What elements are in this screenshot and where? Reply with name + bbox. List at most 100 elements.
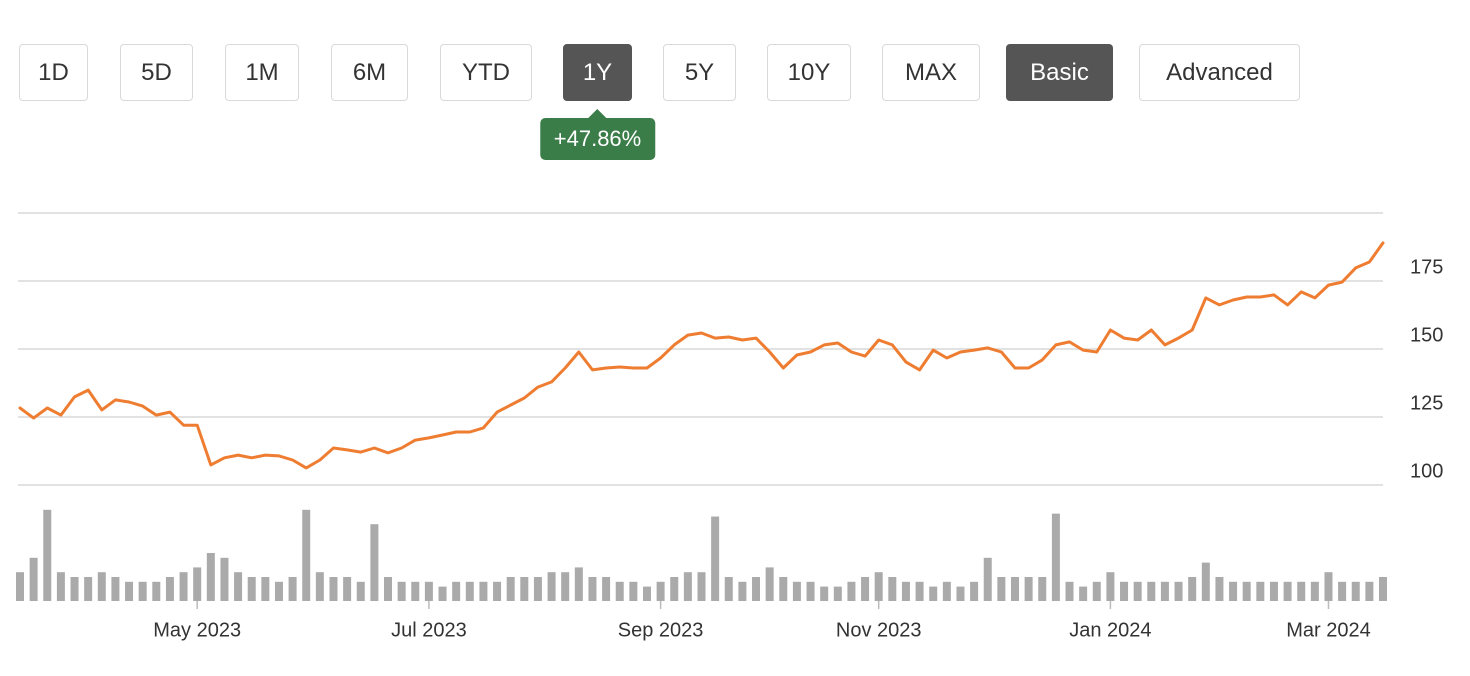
- volume-bar: [1338, 581, 1347, 601]
- volume-bar: [43, 509, 52, 601]
- volume-bar: [520, 577, 529, 601]
- volume-bar: [956, 586, 965, 601]
- volume-bar: [1174, 581, 1183, 601]
- volume-bar: [16, 572, 24, 601]
- volume-bar: [138, 581, 147, 601]
- volume-bar: [247, 577, 256, 601]
- volume-bar: [165, 577, 174, 601]
- volume-bar: [1297, 581, 1306, 601]
- volume-bar: [1324, 572, 1333, 601]
- volume-bar: [1010, 577, 1019, 601]
- volume-bar: [288, 577, 297, 601]
- volume-bar: [302, 509, 311, 601]
- volume-bar: [56, 572, 65, 601]
- volume-bar: [424, 581, 433, 601]
- volume-bar: [861, 577, 870, 601]
- volume-bar: [1079, 586, 1088, 601]
- volume-bar: [452, 581, 461, 601]
- volume-bar: [656, 581, 665, 601]
- volume-bar: [711, 516, 720, 601]
- volume-bar: [929, 586, 938, 601]
- volume-bar: [1065, 581, 1074, 601]
- volume-bar: [533, 577, 542, 601]
- volume-bar: [547, 572, 556, 601]
- volume-bar: [574, 567, 583, 601]
- y-tick-label: 150: [1410, 324, 1443, 346]
- volume-bar: [765, 567, 774, 601]
- volume-bar: [1160, 581, 1169, 601]
- volume-bar: [1201, 562, 1210, 601]
- volume-bar: [1229, 581, 1238, 601]
- range-button[interactable]: 1Y: [563, 44, 632, 101]
- volume-bar: [970, 581, 979, 601]
- volume-bar: [1120, 581, 1129, 601]
- x-tick-label: Jan 2024: [1069, 619, 1151, 641]
- volume-bar: [1038, 577, 1047, 601]
- volume-bar: [1283, 581, 1292, 601]
- volume-bar: [683, 572, 692, 601]
- volume-bar: [1147, 581, 1156, 601]
- volume-bar: [1106, 572, 1115, 601]
- volume-bar: [315, 572, 324, 601]
- x-tick-label: Mar 2024: [1286, 619, 1371, 641]
- volume-bar: [493, 581, 502, 601]
- volume-bar: [724, 577, 733, 601]
- volume-bar: [411, 581, 420, 601]
- volume-bar: [465, 581, 474, 601]
- volume-bar: [1365, 581, 1374, 601]
- volume-bar: [370, 524, 379, 601]
- volume-bar: [1269, 581, 1278, 601]
- volume-bar: [234, 572, 243, 601]
- volume-bar: [697, 572, 706, 601]
- y-tick-label: 125: [1410, 392, 1443, 414]
- range-button[interactable]: 5D: [120, 44, 193, 101]
- volume-bar: [642, 586, 651, 601]
- volume-bar: [752, 577, 761, 601]
- range-button[interactable]: 1M: [225, 44, 299, 101]
- volume-bar: [438, 586, 447, 601]
- range-button[interactable]: MAX: [882, 44, 980, 101]
- volume-bar: [1133, 581, 1142, 601]
- volume-bar: [97, 572, 106, 601]
- range-button[interactable]: Basic: [1006, 44, 1113, 101]
- range-button[interactable]: 10Y: [767, 44, 851, 101]
- x-tick-label: Sep 2023: [618, 619, 704, 641]
- volume-bar: [888, 577, 897, 601]
- range-button[interactable]: 1D: [19, 44, 88, 101]
- volume-bar: [792, 581, 801, 601]
- volume-bar: [111, 577, 120, 601]
- price-line: [18, 241, 1385, 470]
- volume-bar: [901, 581, 910, 601]
- volume-bar: [779, 577, 788, 601]
- volume-bar: [874, 572, 883, 601]
- volume-bar: [356, 581, 365, 601]
- volume-bar: [847, 581, 856, 601]
- volume-bar: [602, 577, 611, 601]
- y-tick-label: 100: [1410, 460, 1443, 482]
- x-tick-label: Nov 2023: [836, 619, 922, 641]
- volume-bar: [1379, 577, 1387, 601]
- range-button[interactable]: 5Y: [663, 44, 736, 101]
- volume-bar: [588, 577, 597, 601]
- volume-bar: [1092, 581, 1101, 601]
- range-button[interactable]: Advanced: [1139, 44, 1300, 101]
- range-button[interactable]: YTD: [440, 44, 532, 101]
- volume-bar: [629, 581, 638, 601]
- volume-bar: [1351, 581, 1360, 601]
- x-tick-label: Jul 2023: [391, 619, 467, 641]
- volume-bar: [384, 577, 393, 601]
- volume-bar: [506, 577, 515, 601]
- volume-bar: [833, 586, 842, 601]
- volume-bar: [997, 577, 1006, 601]
- range-button[interactable]: 6M: [331, 44, 408, 101]
- volume-bar: [479, 581, 488, 601]
- y-tick-label: 175: [1410, 256, 1443, 278]
- volume-bar: [70, 577, 79, 601]
- volume-bar: [942, 581, 951, 601]
- volume-bar: [29, 557, 38, 601]
- x-tick-label: May 2023: [153, 619, 241, 641]
- volume-bar: [1188, 577, 1197, 601]
- volume-bar: [329, 577, 338, 601]
